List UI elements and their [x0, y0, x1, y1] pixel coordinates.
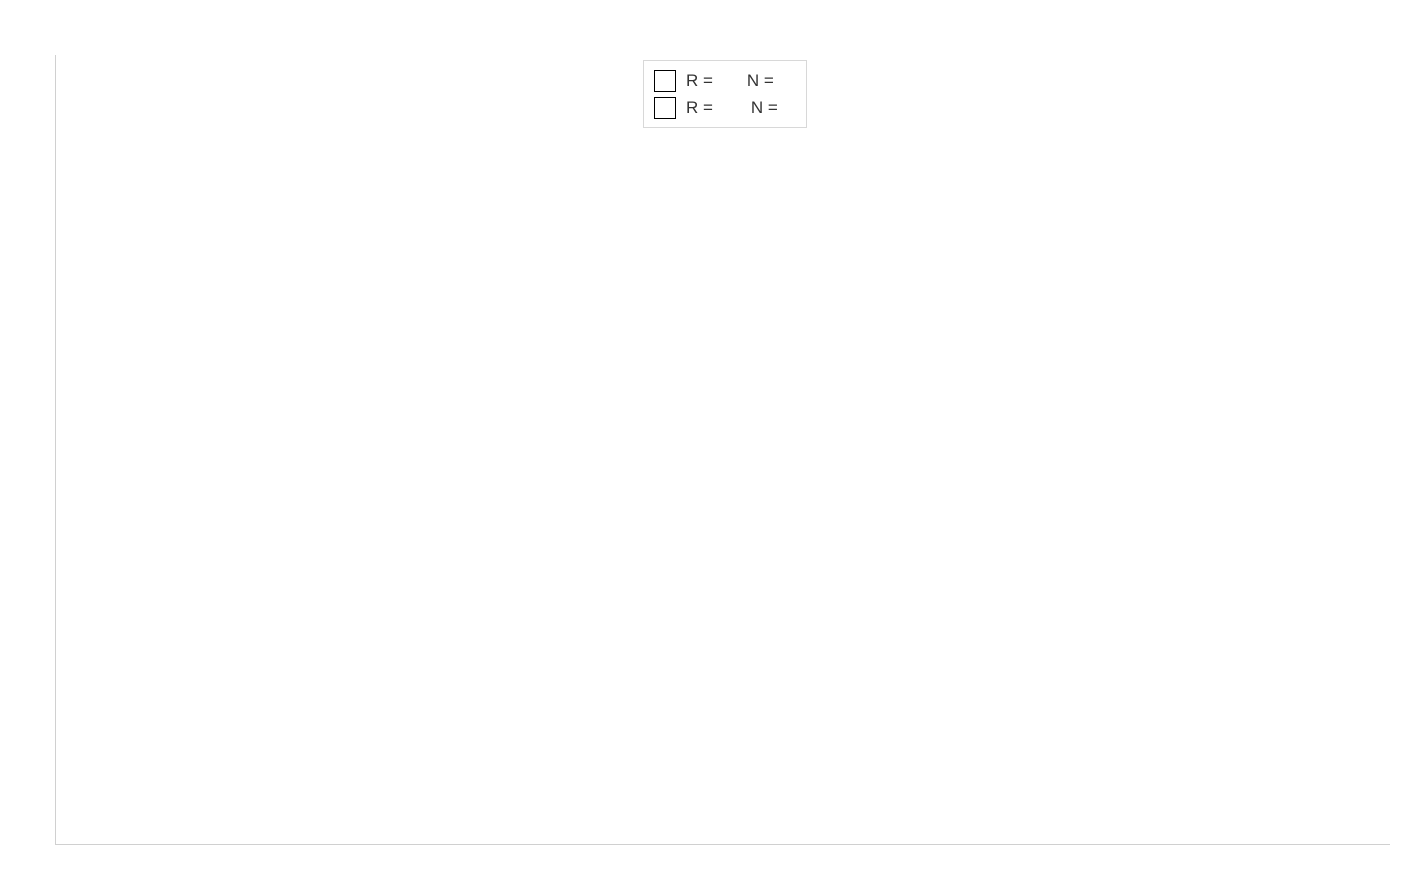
correlation-legend: R = N = R = N = [643, 60, 807, 128]
chart-area: R = N = R = N = [55, 55, 1390, 845]
legend-r-label: R = [686, 67, 713, 94]
legend-swatch-swiss [654, 97, 676, 119]
legend-row-swiss: R = N = [654, 94, 792, 121]
legend-r-label: R = [686, 94, 713, 121]
legend-swatch-korea [654, 70, 676, 92]
scatter-plot-svg [56, 55, 1390, 844]
legend-row-korea: R = N = [654, 67, 792, 94]
legend-n-label: N = [747, 67, 774, 94]
legend-n-label: N = [751, 94, 778, 121]
